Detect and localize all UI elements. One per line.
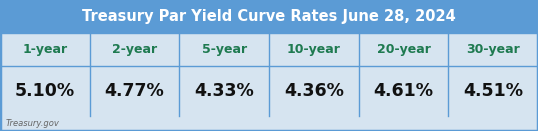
Text: 30-year: 30-year — [466, 43, 520, 56]
Text: 10-year: 10-year — [287, 43, 341, 56]
Text: 20-year: 20-year — [377, 43, 430, 56]
Text: 2-year: 2-year — [112, 43, 157, 56]
Text: 4.36%: 4.36% — [284, 82, 344, 100]
Text: Treasury Par Yield Curve Rates June 28, 2024: Treasury Par Yield Curve Rates June 28, … — [82, 9, 456, 24]
Text: 4.51%: 4.51% — [463, 82, 523, 100]
Text: 4.77%: 4.77% — [104, 82, 165, 100]
Text: 5-year: 5-year — [202, 43, 247, 56]
Bar — [0, 0, 538, 33]
Text: 1-year: 1-year — [22, 43, 67, 56]
Text: 4.61%: 4.61% — [373, 82, 434, 100]
Text: 4.33%: 4.33% — [194, 82, 254, 100]
Text: 5.10%: 5.10% — [15, 82, 75, 100]
Text: Treasury.gov: Treasury.gov — [5, 119, 59, 128]
